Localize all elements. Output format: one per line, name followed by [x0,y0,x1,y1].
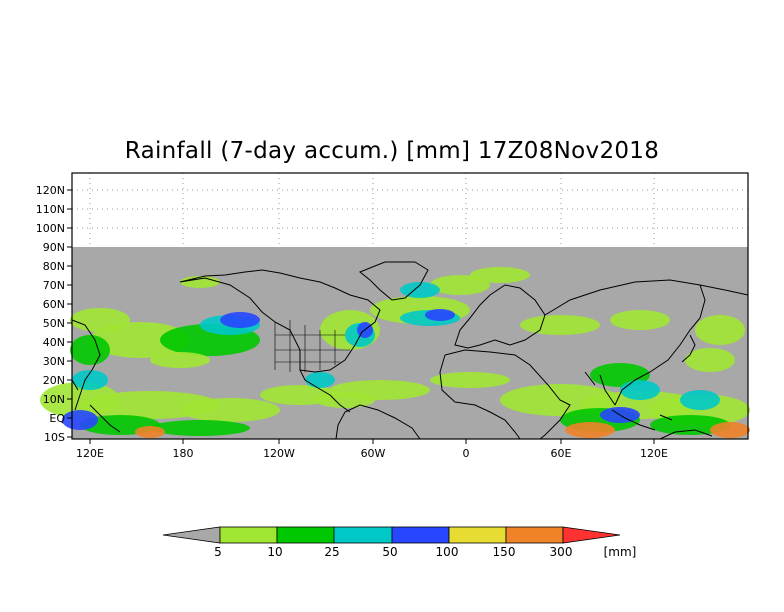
lat-tick-label: 30N [43,355,65,368]
colorbar-segment [448,526,507,544]
rainfall-patch [150,420,250,436]
rainfall-patch [70,308,130,332]
coastline-asia [544,279,749,406]
rainfall-patch [425,309,455,321]
coastline-greenland [359,261,429,301]
colorbar-segment [333,526,393,544]
coastline-africa [439,349,571,440]
coastlines [71,261,749,440]
rainfall-patch [315,392,375,408]
lat-tick-label: 80N [43,260,65,273]
colorbar-segment [505,526,564,544]
rainfall-field [40,267,750,438]
lat-tick-label: 100N [36,222,65,235]
rainfall-patch [62,410,98,430]
lat-tick-label: 40N [43,336,65,349]
coastline-north-america [179,269,381,373]
colorbar-below [162,526,221,544]
coastline-south-america [335,404,421,440]
colorbar-segment [219,526,278,544]
rainfall-patch [520,315,600,335]
rainfall-patch [565,422,615,438]
lon-tick-label: 60E [551,447,572,460]
colorbar-above [562,526,621,544]
lat-tick-label: 90N [43,241,65,254]
lat-tick-label: 120N [36,184,65,197]
rainfall-patch [72,370,108,390]
map-title: Rainfall (7-day accum.) [mm] 17Z08Nov201… [124,138,660,164]
rainfall-patch [430,372,510,388]
lon-tick-label: 0 [463,447,470,460]
coastline-maritime-continent [89,404,673,433]
latitude-axis: 120N 110N 100N 90N 80N 70N 60N 50N 40N 30N 20N 10N E… [36,184,72,444]
rainfall-patch [620,380,660,400]
rainfall-patch [610,310,670,330]
colorbar-label: 150 [493,545,516,559]
colorbar-label: 100 [436,545,459,559]
lat-tick-label: 10S [44,431,65,444]
colorbar-label: 300 [550,545,573,559]
lat-tick-label: 70N [43,279,65,292]
coastline-east-asia-left [71,319,101,411]
colorbar-segment [391,526,450,544]
colorbar-unit: [mm] [604,545,637,559]
lon-tick-label: 60W [361,447,386,460]
colorbar-label: 50 [382,545,397,559]
lat-tick-label: 50N [43,317,65,330]
lat-tick-label: 60N [43,298,65,311]
coastline-europe [454,284,546,349]
lon-tick-label: 120E [640,447,668,460]
rainfall-patch [710,422,750,438]
colorbar-segment [276,526,335,544]
rainfall-patch [680,390,720,410]
colorbar: 5 10 25 50 100 150 300 [mm] [162,526,637,559]
rainfall-patch [90,322,190,358]
rainfall-patch [430,275,490,295]
lon-tick-label: 120E [76,447,104,460]
lat-tick-label: 110N [36,203,65,216]
lon-tick-label: 120W [263,447,295,460]
rainfall-patch [150,352,210,368]
plot-frame [71,172,749,440]
colorbar-label: 5 [214,545,222,559]
rainfall-patch [685,348,735,372]
coastline-australia [659,429,713,440]
coastline-japan [681,334,696,363]
coastline-central-america [299,369,351,413]
rainfall-patch [305,372,335,388]
lat-tick-label: 10N [43,393,65,406]
lat-tick-label: EQ [49,412,65,425]
colorbar-label: 10 [267,545,282,559]
rainfall-patch [180,276,220,288]
us-state-borders [274,320,350,372]
lat-tick-label: 20N [43,374,65,387]
rainfall-patch [70,335,110,365]
rainfall-patch [695,315,745,345]
longitude-axis: 120E 180 120W 60W 0 60E 120E [76,439,668,460]
rainfall-patch [470,267,530,283]
rainfall-patch [220,312,260,328]
rainfall-patch [135,426,165,438]
lon-tick-label: 180 [173,447,194,460]
rainfall-patch [180,398,280,422]
colorbar-label: 25 [324,545,339,559]
